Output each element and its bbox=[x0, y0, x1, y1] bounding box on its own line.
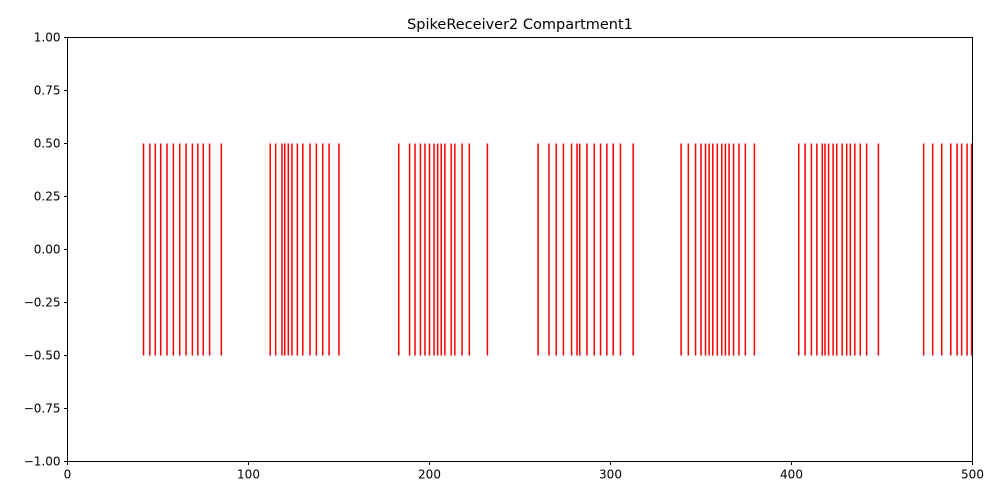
x-tick-label: 300 bbox=[599, 468, 622, 482]
y-tick-label: −0.75 bbox=[24, 402, 61, 416]
y-tick-label: −1.00 bbox=[24, 455, 61, 469]
x-tick-label: 100 bbox=[237, 468, 260, 482]
y-tick-label: 0.50 bbox=[34, 137, 61, 151]
x-tick-label: 500 bbox=[961, 468, 984, 482]
y-tick-label: −0.50 bbox=[24, 349, 61, 363]
y-tick-label: 0.75 bbox=[34, 84, 61, 98]
chart-title: SpikeReceiver2 Compartment1 bbox=[407, 17, 633, 33]
y-tick-label: 1.00 bbox=[34, 31, 61, 45]
x-tick-label: 400 bbox=[780, 468, 803, 482]
x-tick-label: 200 bbox=[418, 468, 441, 482]
x-axis: 0 100 200 300 400 500 bbox=[64, 461, 984, 482]
y-tick-label: −0.25 bbox=[24, 296, 61, 310]
y-tick-label: 0.00 bbox=[34, 243, 61, 257]
y-tick-label: 0.25 bbox=[34, 190, 61, 204]
plot-area-frame bbox=[67, 37, 973, 462]
x-tick-label: 0 bbox=[64, 468, 72, 482]
y-axis: −1.00 −0.75 −0.50 −0.25 0.00 0.25 0.50 0.75 1.00 bbox=[24, 31, 68, 469]
events-layer bbox=[142, 143, 973, 356]
